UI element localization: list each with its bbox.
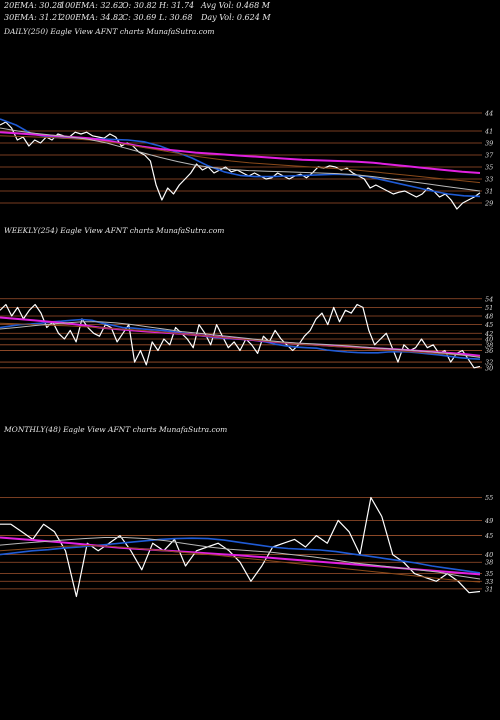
monthly-ema-brown-line — [0, 545, 481, 583]
ema100-readout: 100EMA: 32.62 — [60, 1, 124, 10]
monthly-ema-grey-line — [0, 537, 481, 580]
daily-ema-magenta-line — [0, 131, 481, 174]
daily-price-line — [0, 121, 481, 210]
weekly-y-tick-7: 36 — [485, 347, 493, 355]
ema20-readout: 20EMA: 30.28 — [4, 1, 63, 10]
low-readout: L: 30.68 — [159, 13, 193, 22]
header-row-2: 30EMA: 31.21 200EMA: 34.82 C: 30.69 L: 3… — [4, 13, 500, 23]
high-readout: H: 31.74 — [159, 1, 195, 10]
avg-vol-readout: Avg Vol: 0.468 M — [201, 1, 270, 10]
daily-panel-label: DAILY(250) Eagle View AFNT charts Munafa… — [4, 27, 215, 36]
day-vol-readout: Day Vol: 0.624 M — [201, 13, 271, 22]
header-row-1: 20EMA: 30.28 100EMA: 32.62 O: 30.82 H: 3… — [4, 1, 500, 11]
monthly-y-tick-0: 55 — [485, 494, 493, 502]
weekly-y-tick-8: 32 — [485, 359, 493, 367]
monthly-y-tick-4: 38 — [485, 559, 493, 567]
weekly-y-tick-2: 48 — [484, 313, 493, 321]
daily-ema-brown-line — [0, 135, 481, 184]
close-readout: C: 30.69 — [122, 13, 157, 22]
daily-y-tick-6: 31 — [485, 188, 493, 196]
weekly-y-tick-5: 40 — [484, 336, 493, 344]
daily-y-tick-2: 39 — [485, 140, 493, 148]
monthly-y-tick-3: 40 — [484, 551, 493, 559]
weekly-y-tick-3: 45 — [484, 321, 493, 329]
monthly-price-line — [0, 496, 481, 598]
daily-y-tick-4: 35 — [485, 164, 493, 172]
ema200-readout: 200EMA: 34.82 — [60, 13, 124, 22]
daily-y-tick-0: 44 — [484, 110, 493, 118]
open-readout: O: 30.82 — [122, 1, 157, 10]
weekly-y-tick-1: 51 — [485, 304, 493, 312]
daily-y-tick-7: 29 — [484, 200, 493, 208]
weekly-panel-label: WEEKLY(254) Eagle View AFNT charts Munaf… — [4, 226, 225, 235]
daily-y-tick-3: 37 — [485, 152, 494, 160]
monthly-y-tick-2: 45 — [484, 532, 493, 540]
weekly-ema-grey-line — [0, 321, 481, 358]
monthly-y-tick-6: 33 — [485, 578, 493, 586]
monthly-panel-label: MONTHLY(48) Eagle View AFNT charts Munaf… — [4, 425, 228, 434]
daily-y-tick-5: 33 — [485, 176, 493, 184]
monthly-y-tick-7: 31 — [485, 585, 493, 593]
monthly-y-tick-5: 35 — [485, 570, 493, 578]
monthly-ema-blue-line — [0, 537, 481, 574]
weekly-price-line — [0, 303, 481, 369]
ema30-readout: 30EMA: 31.21 — [4, 13, 63, 22]
daily-y-tick-1: 41 — [484, 128, 493, 136]
monthly-y-tick-1: 49 — [484, 517, 493, 525]
weekly-y-tick-6: 38 — [485, 341, 493, 349]
weekly-y-tick-9: 30 — [485, 364, 493, 372]
weekly-y-tick-0: 54 — [485, 295, 493, 303]
weekly-y-tick-4: 42 — [484, 330, 493, 338]
weekly-ema-brown-line — [0, 322, 481, 358]
daily-ema-grey-line — [0, 127, 481, 192]
